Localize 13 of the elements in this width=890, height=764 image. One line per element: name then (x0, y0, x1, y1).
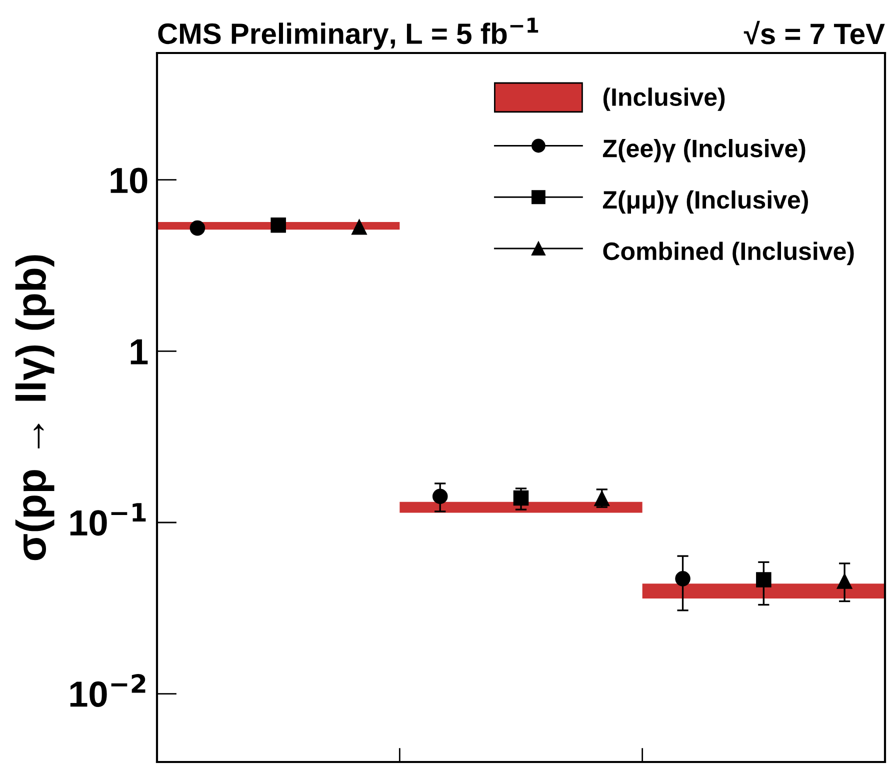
legend-label: (Inclusive) (603, 88, 725, 111)
y-tick-label: 10$^{−1}$ (70, 503, 146, 536)
legend-label: Z(μμ)γ (Inclusive) (602, 190, 808, 214)
chart-title: CMS Preliminary, L = 5 fb$^{−1}$ (158, 18, 538, 50)
legend-label: Z(ee)γ (Inclusive) (602, 139, 806, 162)
y-axis-title: σ(pp → llγ) (pb) (15, 255, 54, 560)
y-tick-label: 10 (110, 168, 148, 194)
y-tick-label: 10$^{−2}$ (70, 674, 146, 707)
chart-subtitle: √s = 7 TeV (744, 20, 885, 44)
bar (642, 584, 885, 599)
bar (400, 502, 642, 513)
legend-label: Combined (Inclusive) (603, 242, 854, 266)
y-tick-label: 1 (130, 339, 148, 364)
